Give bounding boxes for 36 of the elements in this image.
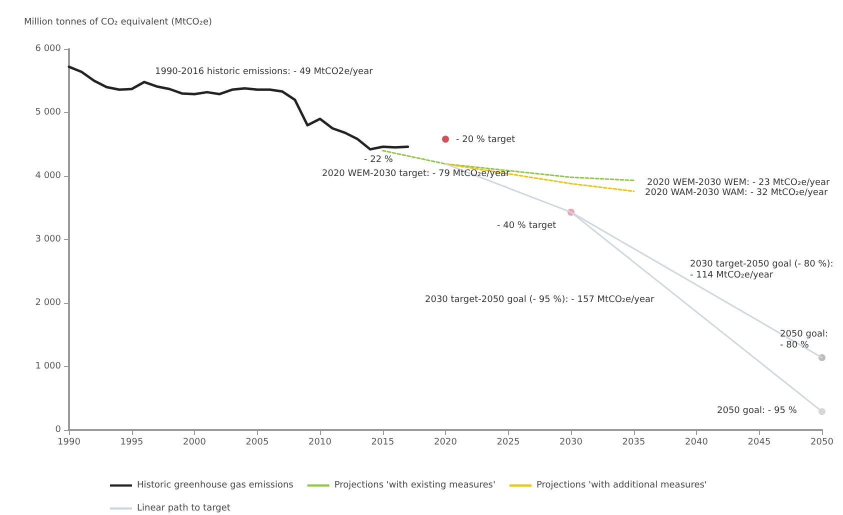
y-axis-title: Million tonnes of CO₂ equivalent (MtCO₂e) [24, 18, 212, 28]
x-tick-label: 2010 [308, 438, 332, 448]
x-tick-label: 1990 [58, 438, 81, 448]
annotation: 2020 WEM-2030 target: - 79 MtCO₂e/year [322, 169, 510, 179]
annotation: - 22 % [364, 155, 394, 165]
annotation: 2020 WAM-2030 WAM: - 32 MtCO₂e/year [645, 188, 828, 198]
y-tick-label: 4 000 [35, 171, 62, 181]
legend-label: Historic greenhouse gas emissions [137, 480, 294, 490]
y-tick-label: 3 000 [35, 234, 62, 244]
annotation: 2030 target-2050 goal (- 95 %): - 157 MtCO₂e/year [425, 295, 654, 305]
x-tick-label: 1995 [120, 438, 144, 448]
annotation: 2050 goal: - 80 % [780, 330, 828, 350]
annotation: 1990-2016 historic emissions: - 49 MtCO2e/year [155, 67, 374, 77]
y-tick-label: 2 000 [35, 298, 62, 308]
y-tick-label: 1 000 [35, 362, 62, 372]
x-tick-label: 2005 [246, 438, 269, 448]
x-tick-label: 2040 [685, 438, 708, 448]
y-tick-label: 0 [55, 425, 62, 435]
y-tick-label: 6 000 [35, 44, 62, 54]
x-tick-label: 2045 [748, 438, 771, 448]
x-tick-label: 2030 [560, 438, 583, 448]
annotation: - 20 % target [456, 135, 516, 145]
annotation: 2050 goal: - 95 % [717, 406, 798, 416]
x-tick-label: 2000 [183, 438, 206, 448]
x-tick-label: 2020 [434, 438, 458, 448]
legend-label: Linear path to target [137, 504, 231, 514]
y-tick-label: 5 000 [35, 108, 62, 118]
x-tick-label: 2015 [371, 438, 394, 448]
annotation: 2030 target-2050 goal (- 80 %): - 114 MtCO₂e/year [690, 260, 834, 280]
legend-label: Projections 'with additional measures' [536, 480, 707, 490]
x-tick-label: 2050 [810, 438, 834, 448]
x-tick-label: 2025 [496, 438, 520, 448]
annotation: - 40 % target [497, 221, 557, 231]
x-tick-label: 2035 [622, 438, 646, 448]
legend-label: Projections 'with existing measures' [334, 480, 496, 490]
annotation: 2020 WEM-2030 WEM: - 23 MtCO₂e/year [647, 178, 830, 188]
